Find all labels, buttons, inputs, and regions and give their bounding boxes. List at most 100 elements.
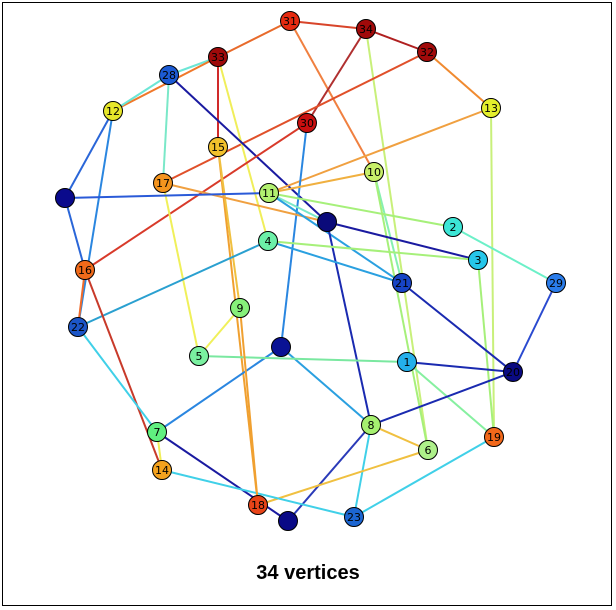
edge-14-23 (161, 469, 355, 518)
vertex-circle (392, 273, 412, 293)
vertex-circle (147, 422, 167, 442)
edge-4-3 (267, 240, 479, 261)
edge-29-20 (512, 282, 557, 373)
vertex-circle (152, 460, 172, 480)
edge-22-7 (77, 326, 158, 433)
vertex-8: 8 (361, 415, 381, 435)
vertex-circle (317, 212, 337, 232)
vertex-20: 20 (503, 362, 523, 382)
edge-5-1 (198, 355, 408, 363)
vertex-circle (481, 98, 501, 118)
vertex-circle (68, 317, 88, 337)
vertex-label: 17 (156, 177, 170, 190)
vertex-6: 6 (418, 440, 438, 460)
vertex-circle (417, 42, 437, 62)
edge-28-12 (112, 74, 170, 112)
edge-30-c (280, 122, 308, 348)
edge-13-11 (268, 107, 492, 194)
edge-15-9 (217, 146, 241, 309)
vertex-a (55, 188, 75, 208)
vertex-label: 12 (106, 105, 120, 118)
vertex-circle (361, 415, 381, 435)
vertex-circle (103, 101, 123, 121)
edge-18-9 (239, 307, 259, 506)
edge-1-19 (406, 361, 495, 438)
vertex-label: 19 (487, 431, 501, 444)
edge-30-16 (84, 122, 308, 271)
vertex-label: 22 (71, 321, 85, 334)
edge-15-18 (217, 146, 259, 506)
edge-6-18 (257, 449, 429, 506)
vertex-label: 5 (196, 350, 203, 363)
edge-31-34 (289, 20, 367, 30)
edge-12-a (64, 110, 114, 199)
vertex-circle (468, 250, 488, 270)
nodes-layer: 31 34 32 33 28 12 13 30 15 10 17 11 2 4 3 29 16 21 9 22 5 1 20… (55, 11, 566, 531)
vertex-label: 2 (450, 221, 457, 234)
vertex-label: 29 (549, 277, 563, 290)
edge-2-29 (452, 226, 557, 284)
edge-31-10 (289, 20, 375, 173)
vertex-circle (230, 298, 250, 318)
vertex-label: 15 (211, 141, 225, 154)
vertex-label: 32 (420, 46, 434, 59)
vertex-circle (259, 183, 279, 203)
vertex-circle (278, 511, 298, 531)
vertex-circle (75, 260, 95, 280)
vertex-label: 20 (506, 366, 520, 379)
vertex-22: 22 (68, 317, 88, 337)
vertex-label: 16 (78, 264, 92, 277)
vertex-label: 21 (395, 277, 409, 290)
vertex-5: 5 (189, 346, 209, 366)
edge-34-32 (365, 28, 428, 53)
vertex-28: 28 (159, 65, 179, 85)
vertex-label: 30 (300, 117, 314, 130)
vertex-label: 23 (347, 511, 361, 524)
vertex-13: 13 (481, 98, 501, 118)
vertex-34: 34 (356, 19, 376, 39)
vertex-7: 7 (147, 422, 167, 442)
vertex-label: 9 (237, 302, 244, 315)
vertex-2: 2 (443, 217, 463, 237)
edge-11-21 (268, 192, 403, 284)
edge-c-7 (156, 346, 282, 433)
edge-34-30 (306, 28, 367, 124)
vertex-14: 14 (152, 460, 172, 480)
vertex-21: 21 (392, 273, 412, 293)
vertex-circle (159, 65, 179, 85)
vertex-label: 13 (484, 102, 498, 115)
vertex-circle (503, 362, 523, 382)
edge-31-33 (217, 20, 291, 58)
edge-19-23 (353, 436, 495, 518)
vertex-10: 10 (364, 162, 384, 182)
vertex-circle (153, 173, 173, 193)
vertex-30: 30 (297, 113, 317, 133)
vertex-circle (55, 188, 75, 208)
edge-32-13 (426, 51, 492, 109)
graph-canvas: 31 34 32 33 28 12 13 30 15 10 17 11 2 4 3 29 16 21 9 22 5 1 20… (55, 11, 566, 531)
vertex-17: 17 (153, 173, 173, 193)
vertex-label: 18 (251, 499, 265, 512)
vertex-31: 31 (280, 11, 300, 31)
vertex-32: 32 (417, 42, 437, 62)
vertex-1: 1 (397, 352, 417, 372)
vertex-circle (258, 231, 278, 251)
vertex-circle (248, 495, 268, 515)
vertex-circle (271, 337, 291, 357)
vertex-label: 1 (404, 356, 411, 369)
vertex-11: 11 (259, 183, 279, 203)
edge-a-11 (64, 192, 270, 199)
vertex-label: 4 (265, 235, 272, 248)
vertex-label: 10 (367, 166, 381, 179)
vertex-circle (443, 217, 463, 237)
edge-8-20 (370, 371, 514, 426)
vertex-12: 12 (103, 101, 123, 121)
vertex-d (278, 511, 298, 531)
vertex-label: 31 (283, 15, 297, 28)
vertex-label: 3 (475, 254, 482, 267)
vertex-label: 6 (425, 444, 432, 457)
edge-33-4 (217, 56, 269, 242)
vertex-label: 14 (155, 464, 169, 477)
vertex-circle (397, 352, 417, 372)
vertex-label: 7 (154, 426, 161, 439)
